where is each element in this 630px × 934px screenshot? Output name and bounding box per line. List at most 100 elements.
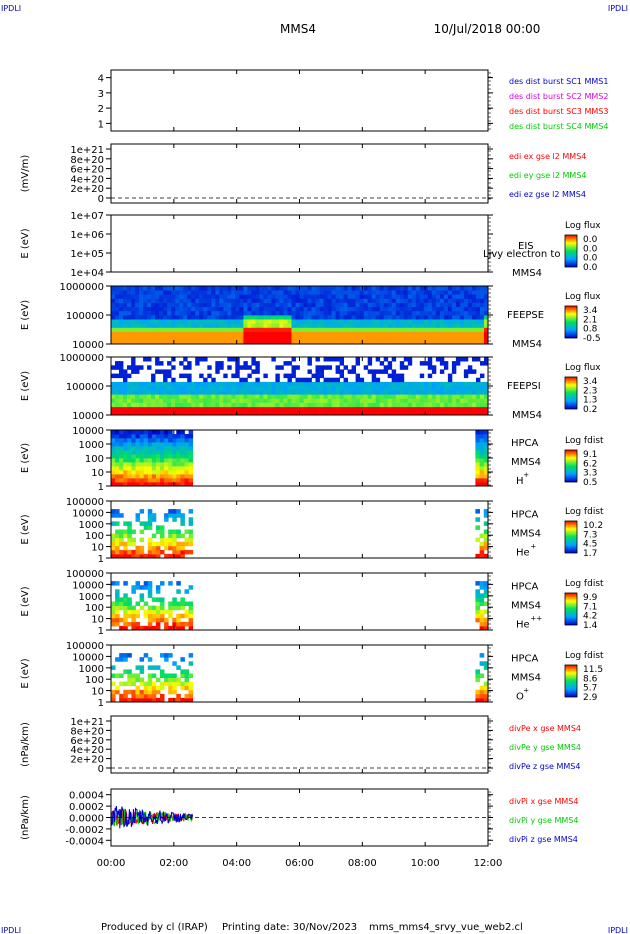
heatmap-cell bbox=[119, 315, 124, 320]
heatmap-cell bbox=[231, 286, 236, 291]
corner-label-top-left: IPDLI bbox=[1, 4, 21, 13]
heatmap-cell bbox=[127, 478, 132, 483]
heatmap-cell bbox=[115, 597, 120, 602]
heatmap-cell bbox=[479, 685, 485, 691]
y-tick-label: 2e+20 bbox=[70, 184, 104, 195]
heatmap-cell bbox=[476, 319, 481, 324]
heatmap-cell bbox=[359, 327, 365, 332]
heatmap-cell bbox=[239, 327, 244, 332]
heatmap-cell bbox=[164, 458, 169, 463]
heatmap-cell bbox=[323, 306, 328, 312]
heatmap-cell bbox=[291, 357, 296, 362]
heatmap-cell bbox=[151, 430, 157, 435]
heatmap-cell bbox=[168, 581, 173, 586]
heatmap-cell bbox=[435, 290, 441, 295]
heatmap-cell bbox=[299, 331, 304, 337]
heatmap-cell bbox=[115, 581, 120, 586]
heatmap-cell bbox=[423, 339, 429, 345]
heatmap-cell bbox=[359, 406, 365, 412]
heatmap-cell bbox=[463, 402, 469, 408]
heatmap-cell bbox=[239, 319, 244, 324]
heatmap-cell bbox=[267, 327, 272, 332]
heatmap-cell bbox=[243, 323, 248, 328]
heatmap-cell bbox=[123, 446, 128, 451]
heatmap-cell bbox=[111, 430, 116, 435]
heatmap-cell bbox=[223, 410, 228, 416]
heatmap-cell bbox=[164, 482, 169, 487]
heatmap-cell bbox=[147, 545, 153, 551]
heatmap-cell bbox=[175, 319, 180, 324]
heatmap-cell bbox=[483, 661, 489, 666]
heatmap-cell bbox=[459, 319, 465, 324]
heatmap-cell bbox=[476, 298, 481, 303]
heatmap-cell bbox=[168, 533, 173, 539]
heatmap-cell bbox=[279, 310, 284, 316]
heatmap-cell bbox=[484, 402, 489, 408]
heatmap-cell bbox=[123, 394, 128, 399]
heatmap-cell bbox=[135, 517, 140, 522]
heatmap-cell bbox=[172, 454, 177, 459]
heatmap-cell bbox=[164, 621, 169, 627]
heatmap-cell bbox=[483, 509, 489, 514]
heatmap-cell bbox=[203, 335, 208, 341]
heatmap-cell bbox=[251, 315, 256, 320]
heatmap-cell bbox=[291, 335, 296, 341]
heatmap-cell bbox=[383, 302, 389, 308]
heatmap-cell bbox=[123, 689, 128, 695]
heatmap-cell bbox=[143, 521, 149, 526]
heatmap-cell bbox=[476, 381, 481, 387]
heatmap-cell bbox=[484, 294, 489, 299]
heatmap-cell bbox=[475, 470, 480, 475]
heatmap-cell bbox=[172, 617, 177, 623]
heatmap-cell bbox=[211, 402, 216, 408]
heatmap-cell bbox=[127, 335, 132, 341]
heatmap-cell bbox=[155, 470, 161, 475]
heatmap-cell bbox=[183, 381, 188, 387]
heatmap-cell bbox=[479, 446, 485, 451]
heatmap-cell bbox=[111, 613, 116, 619]
heatmap-cell bbox=[331, 290, 336, 295]
heatmap-cell bbox=[447, 394, 453, 399]
heatmap-cell bbox=[295, 315, 300, 320]
heatmap-cell bbox=[355, 319, 360, 324]
heatmap-cell bbox=[379, 406, 385, 412]
heatmap-cell bbox=[235, 286, 240, 291]
heatmap-cell bbox=[347, 369, 352, 374]
heatmap-cell bbox=[283, 286, 288, 291]
heatmap-cell bbox=[111, 617, 116, 623]
heatmap-cell bbox=[235, 319, 240, 324]
heatmap-cell bbox=[439, 335, 445, 341]
heatmap-cell bbox=[331, 386, 336, 391]
heatmap-cell bbox=[407, 286, 413, 291]
heatmap-cell bbox=[111, 605, 116, 611]
heatmap-cell bbox=[163, 381, 168, 387]
heatmap-cell bbox=[184, 470, 189, 475]
heatmap-cell bbox=[351, 339, 356, 345]
heatmap-cell bbox=[299, 402, 304, 408]
heatmap-cell bbox=[239, 315, 244, 320]
heatmap-cell bbox=[411, 410, 417, 416]
heatmap-cell bbox=[187, 294, 192, 299]
heatmap-cell bbox=[455, 361, 461, 366]
heatmap-cell bbox=[164, 617, 169, 623]
heatmap-cell bbox=[419, 315, 425, 320]
heatmap-cell bbox=[139, 593, 145, 598]
heatmap-cell bbox=[271, 319, 276, 324]
heatmap-cell bbox=[479, 625, 485, 631]
heatmap-cell bbox=[472, 386, 477, 391]
heatmap-cell bbox=[143, 286, 148, 291]
heatmap-cell bbox=[183, 365, 188, 370]
heatmap-cell bbox=[355, 294, 360, 299]
heatmap-cell bbox=[155, 685, 161, 691]
heatmap-cell bbox=[131, 613, 136, 619]
heatmap-cell bbox=[172, 458, 177, 463]
heatmap-cell bbox=[123, 390, 128, 395]
heatmap-cell bbox=[263, 319, 268, 324]
heatmap-cell bbox=[475, 478, 480, 483]
heatmap-cell bbox=[472, 327, 477, 332]
heatmap-cell bbox=[151, 339, 156, 345]
heatmap-cell bbox=[287, 373, 292, 379]
heatmap-cell bbox=[115, 430, 120, 435]
heatmap-cell bbox=[147, 298, 152, 303]
